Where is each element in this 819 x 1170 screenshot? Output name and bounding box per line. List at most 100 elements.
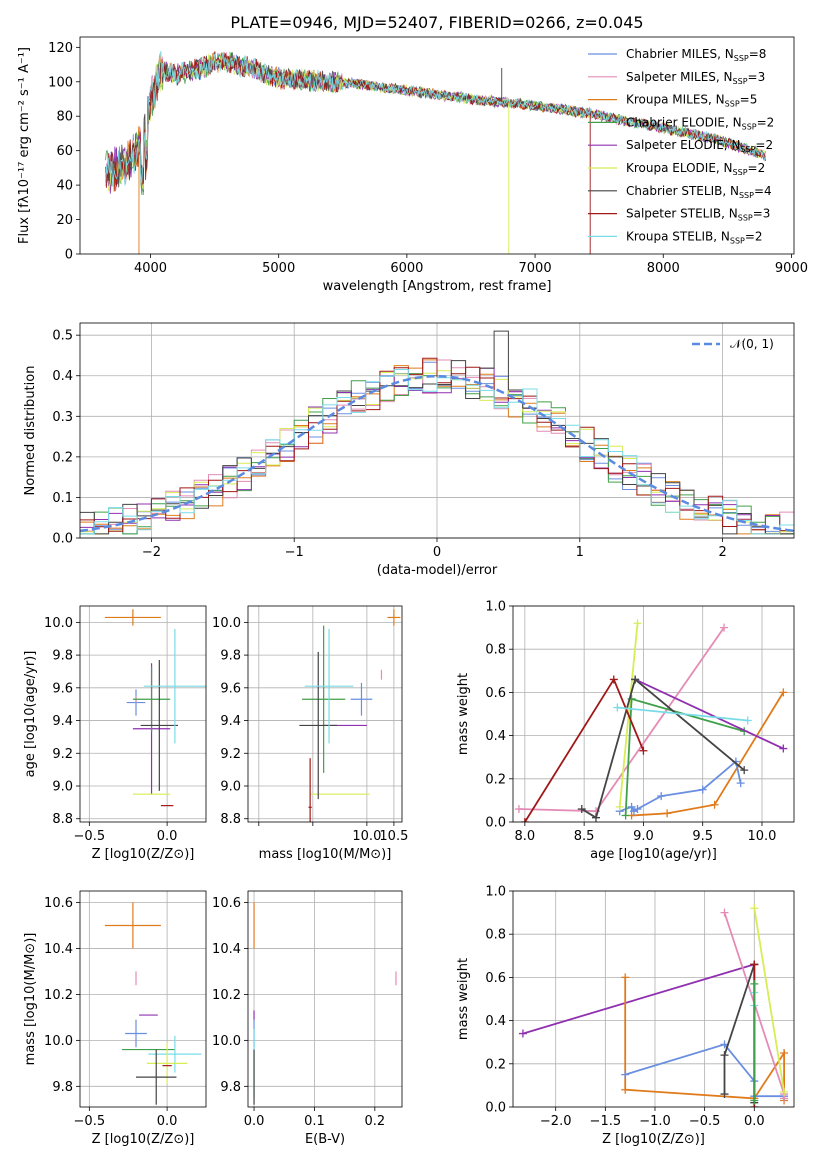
y-tick-label: 0.0 [52,532,73,547]
weight-marker [627,802,636,811]
x-tick-label: 9000 [775,261,808,276]
y-tick-label: 10.0 [212,616,241,631]
y-tick-label: 0.1 [52,491,73,506]
x-tick-label: 2 [718,545,726,560]
mass_vs_Z-axes: −0.5 0.0 9.8 10.0 10.2 10.4 10.6 Z [log10(Z/Z⊙)… [23,890,207,1147]
weight-marker [720,1051,729,1060]
weight-marker [520,818,529,822]
y-tick-label: 0.8 [485,643,506,658]
mass_weight_vs_Z-plot-area [518,904,789,1107]
histogram-step [80,369,794,535]
x-axis-label: wavelength [Angstrom, rest frame] [323,279,552,294]
x-tick-label: 0.0 [157,829,178,844]
y-tick-label: 10.0 [44,1034,73,1049]
y-tick-label: 0.6 [485,686,506,701]
y-axis-label: mass weight [456,958,471,1040]
y-tick-label: 0.2 [485,772,506,787]
histogram-step [80,367,794,535]
mass_vs_ebv-plot-area [253,902,397,1105]
mass_weight_vs_age-axes: 8.0 8.5 9.0 9.5 10.0 0.0 0.2 0.4 0.6 0.8 1.0 age [l… [456,600,795,862]
x-tick-label: 5000 [262,261,295,276]
x-tick-label: 8.0 [515,829,536,844]
weight-marker [518,1029,527,1038]
weight-marker [657,792,666,801]
legend-label: Kroupa MILES, NSSP=5 [626,93,757,109]
weight-marker [779,688,788,697]
mass_vs_Z-frame [79,890,207,1108]
y-tick-label: 0.3 [52,410,73,425]
x-tick-label: 8000 [647,261,680,276]
weight-marker [591,813,600,822]
mass_vs_ebv-axes: 0.0 0.1 0.2 9.8 10.0 10.2 10.4 10.6 E(B-V) [212,890,403,1147]
y-tick-label: 9.2 [52,747,73,762]
x-tick-label: 0.2 [364,1114,385,1129]
x-tick-label: −2.0 [540,1114,572,1129]
spectrum-axes: 4000 5000 6000 7000 8000 9000 0 20 40 60 80 100 120 w… [17,36,808,294]
weight-marker [633,619,642,628]
x-tick-label: −1.5 [590,1114,622,1129]
weight-marker [779,744,788,753]
y-tick-label: 10.6 [212,896,241,911]
y-tick-label: 9.4 [52,714,73,729]
spectrum-legend: Chabrier MILES, NSSP=8 Salpeter MILES, NS… [588,47,774,245]
y-tick-label: 9.4 [220,714,241,729]
legend-label: Kroupa ELODIE, NSSP=2 [626,161,765,177]
x-tick-label: 0.1 [304,1114,325,1129]
x-tick-label: 1 [576,545,584,560]
weight-marker [750,979,759,988]
weight-marker [720,1090,729,1099]
weight-marker [609,675,618,684]
weight-marker [740,766,749,775]
y-tick-label: 10.0 [44,616,73,631]
age_vs_Z-plot-area [104,609,206,807]
y-tick-label: 120 [48,41,73,56]
y-axis-label: Normed distribution [23,366,38,496]
weight-marker [750,904,759,913]
x-tick-label: 6000 [390,261,423,276]
y-axis-label: age [log10(age/yr)] [23,651,38,778]
y-tick-label: 0.4 [485,1014,506,1029]
y-tick-label: 9.2 [220,747,241,762]
legend-label: Kroupa STELIB, NSSP=2 [626,229,763,245]
weight-marker [710,800,719,809]
legend-label: Salpeter ELODIE, NSSP=2 [626,138,773,154]
y-tick-label: 10.4 [212,942,241,957]
y-tick-label: 0.6 [485,971,506,986]
y-tick-label: 8.8 [52,812,73,827]
y-tick-label: 0.8 [485,928,506,943]
weight-marker [621,1085,630,1094]
weight-line [634,678,784,750]
residual_hist-frame [79,322,795,539]
weight-line [581,677,745,820]
y-tick-label: 10.2 [44,988,73,1003]
weight-marker [631,675,640,684]
weight-line [631,691,785,817]
y-tick-label: 8.8 [220,812,241,827]
weight-marker [780,1049,789,1057]
x-tick-label: 0.0 [744,1114,765,1129]
y-tick-label: 9.0 [220,780,241,795]
age_vs_Z-axes: −0.5 0.0 8.8 9.0 9.2 9.4 9.6 9.8 10.0 Z [log10(Z/… [23,605,207,862]
legend-label: Salpeter STELIB, NSSP=3 [626,207,770,223]
y-tick-label: 0 [65,248,73,263]
weight-marker [720,908,729,917]
mass_weight_vs_Z-axes: −2.0 −1.5 −1.0 −0.5 0.0 0.0 0.2 0.4 0.6 0.8 1.0 Z [… [456,885,795,1147]
weight-marker [750,1096,759,1105]
weight-marker [663,809,672,818]
y-tick-label: 0.4 [485,729,506,744]
y-tick-label: 100 [48,75,73,90]
mass_weight_vs_age-plot-area [514,619,788,822]
weight-marker [736,779,745,788]
x-tick-label: 9.5 [692,829,713,844]
spectrum-frame [79,36,795,255]
x-axis-label: Z [log10(Z/Z⊙)] [602,1132,705,1147]
weight-marker [514,805,523,814]
y-tick-label: 10.2 [212,988,241,1003]
y-tick-label: 1.0 [485,600,506,615]
y-tick-label: 9.8 [52,1080,73,1095]
age_vs_mass-plot-area [299,609,401,822]
y-tick-label: 80 [56,110,73,125]
y-tick-label: 0.2 [485,1057,506,1072]
